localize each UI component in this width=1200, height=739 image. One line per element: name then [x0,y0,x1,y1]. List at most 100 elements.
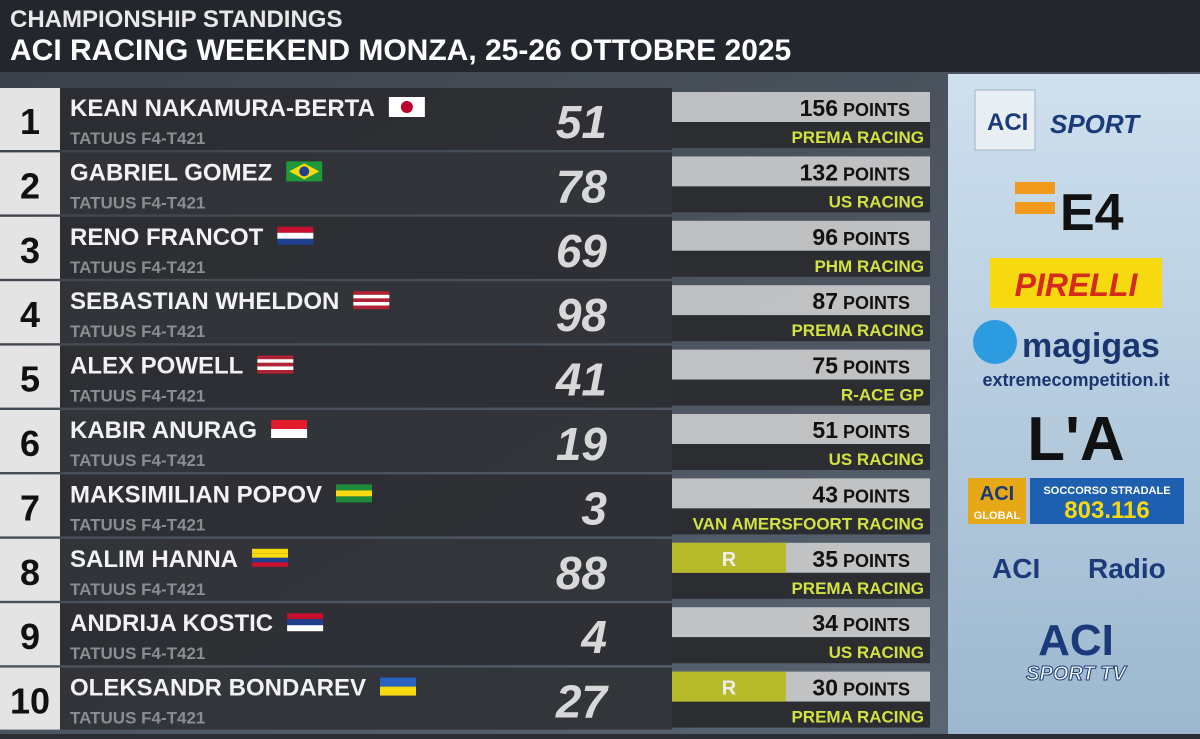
position-box [0,410,60,472]
sponsor-text: ACI [980,483,1014,505]
team-bar [672,186,930,213]
flag [257,359,294,363]
logo-shape [1030,478,1184,524]
flag [271,429,308,438]
driver-name: GABRIEL GOMEZ [70,159,272,186]
driver-name: SEBASTIAN WHELDON [70,288,339,315]
team-bar [672,508,930,535]
points-bar [672,607,930,638]
team-name: PREMA RACING [791,321,924,340]
flag [271,420,308,429]
points-value: 51 [812,417,838,443]
sponsor-text: L'A [1027,405,1124,474]
flag [257,370,294,374]
car-model: TATUUS F4-T421 [70,322,205,341]
position: 5 [20,359,40,400]
points-unit: POINTS [843,551,910,571]
points-bar [672,478,930,509]
points-bar [672,285,930,316]
driver-name: KEAN NAKAMURA-BERTA [70,95,375,122]
team-bar [672,572,930,599]
driver-name: MAKSIMILIAN POPOV [70,481,322,508]
position: 2 [20,165,40,206]
driver-name: OLEKSANDR BONDAREV [70,675,366,702]
flag [287,613,324,620]
position: 10 [10,681,50,722]
flag [252,553,288,558]
logo-shape [1015,182,1055,194]
points-value: 34 [812,610,838,636]
flag [257,366,294,370]
driver-panel [60,603,672,666]
rookie-badge [672,671,786,702]
position-box [0,538,60,601]
points-unit: POINTS [843,422,910,442]
sponsor-text: ACI [1038,616,1114,665]
car-number: 98 [556,289,608,341]
position: 3 [20,230,40,271]
flag [252,557,288,563]
team-name: PHM RACING [814,257,924,276]
points-unit: POINTS [843,680,910,700]
car-model: TATUUS F4-T421 [70,709,205,728]
position: 7 [20,487,40,528]
header-title: CHAMPIONSHIP STANDINGS [10,6,342,33]
position: 8 [20,552,40,593]
rookie-label: R [722,549,737,571]
sponsor-text: ACI [987,109,1028,136]
car-number: 69 [556,225,608,277]
driver-panel [60,410,672,472]
team-name: PREMA RACING [791,128,924,147]
flag [400,101,413,113]
sponsor-text: 803.116 [1064,497,1149,524]
flag [336,496,373,503]
sponsor-text: PIRELLI [1015,267,1139,303]
car-number: 4 [580,611,607,663]
points-value: 30 [812,675,838,701]
points-value: 43 [812,481,838,507]
car-number: 27 [555,676,610,728]
position-box [0,152,60,215]
sponsor-text: GLOBAL [974,510,1021,522]
flag [336,490,373,497]
flag [277,232,314,239]
team-bar [672,122,930,148]
car-model: TATUUS F4-T421 [70,580,205,599]
sponsor-panel [948,74,1200,734]
car-number: 78 [556,160,608,212]
points-value: 132 [800,159,838,185]
car-number: 3 [581,482,607,534]
position-box [0,345,60,408]
points-unit: POINTS [843,486,910,506]
team-name: VAN AMERSFOORT RACING [693,514,924,533]
points-value: 96 [812,224,838,250]
sponsors: ACI SPORT E4 PIRELLI magigas extremecomp… [968,89,1184,686]
driver-panel [60,88,672,150]
driver-panel [60,152,672,215]
points-unit: POINTS [843,615,910,635]
logo-shape [973,320,1017,364]
logo-shape [968,478,1026,524]
flag [353,305,390,310]
flag [299,166,310,177]
team-name: US RACING [829,643,924,662]
position-box [0,216,60,279]
car-model: TATUUS F4-T421 [70,451,205,470]
points-bar [672,220,930,251]
rookie-label: R [722,678,737,700]
sponsor-text: extremecompetition.it [982,370,1169,390]
driver-panel [60,538,672,601]
header-band [0,0,1200,72]
sponsor-text: ACI [992,553,1040,584]
car-model: TATUUS F4-T421 [70,387,205,406]
flag [277,226,314,233]
flag [353,298,390,302]
points-value: 87 [812,288,838,314]
car-model: TATUUS F4-T421 [70,258,205,277]
sponsor-text: Radio [1088,553,1166,584]
position: 9 [20,616,40,657]
car-number: 41 [555,354,607,406]
driver-name: ALEX POWELL [70,353,243,380]
driver-name: SALIM HANNA [70,546,238,573]
